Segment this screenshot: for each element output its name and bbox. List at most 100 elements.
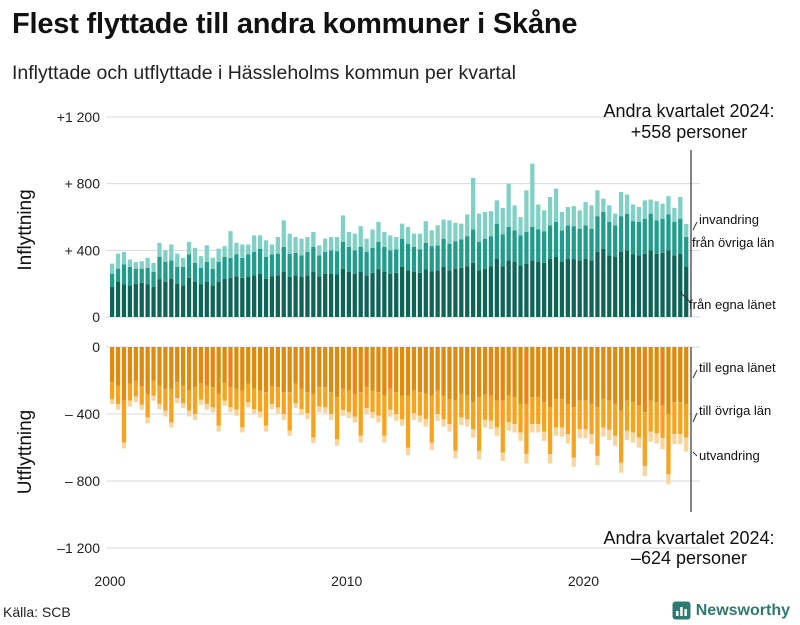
- outflow-bar-s0: [127, 347, 133, 384]
- inflow-bar-s2: [275, 237, 280, 254]
- outflow-bar-s0: [583, 347, 588, 401]
- inflow-bar-s2: [429, 230, 434, 247]
- inflow-bar-s2: [346, 232, 351, 247]
- inflow-bar-s0: [488, 266, 494, 317]
- outflow-bar-s0: [110, 347, 115, 383]
- top-ytick-label: +1 200: [57, 109, 100, 125]
- outflow-bar-s2: [506, 422, 511, 431]
- outflow-bar-s0: [642, 347, 647, 413]
- inflow-bar-s0: [607, 255, 612, 317]
- outflow-bar-s0: [648, 347, 653, 401]
- inflow-bar-s0: [447, 270, 452, 317]
- inflow-bar-s1: [547, 225, 553, 259]
- inflow-bar-s1: [246, 254, 251, 277]
- inflow-bar-s2: [311, 232, 316, 247]
- outflow-bar-s1: [553, 398, 559, 428]
- inflow-bar-s1: [394, 249, 399, 273]
- outflow-bar-s2: [547, 454, 553, 464]
- inflow-bar-s1: [370, 247, 375, 273]
- outflow-bar-s1: [317, 387, 322, 407]
- outflow-bar-s1: [228, 387, 233, 408]
- inflow-bar-s0: [660, 252, 665, 317]
- outflow-bar-s2: [429, 442, 434, 451]
- inflow-bar-s0: [654, 253, 659, 317]
- outflow-bar-s2: [435, 414, 440, 421]
- inflow-bar-s2: [684, 224, 689, 237]
- outflow-bar-s2: [494, 427, 499, 436]
- inflow-bar-s0: [506, 260, 511, 317]
- outflow-bar-s1: [547, 407, 553, 455]
- outflow-bar-s2: [364, 408, 369, 414]
- outflow-bar-s2: [169, 422, 174, 428]
- outflow-bar-s2: [571, 457, 576, 467]
- inflow-bar-s2: [305, 237, 310, 252]
- outflow-bar-s2: [447, 424, 452, 432]
- inflow-bar-s1: [222, 257, 227, 279]
- bottom-ytick-label: – 400: [65, 406, 100, 422]
- outflow-bar-s2: [151, 395, 156, 401]
- inflow-bar-s1: [145, 267, 150, 285]
- inflow-bar-s0: [459, 267, 464, 317]
- outflow-bar-s2: [405, 447, 411, 456]
- outflow-bar-s2: [246, 402, 251, 408]
- outflow-bar-s0: [198, 347, 204, 384]
- inflow-bar-s0: [394, 272, 399, 317]
- inflow-bar-s1: [447, 243, 452, 271]
- inflow-bar-s1: [216, 262, 221, 282]
- outflow-bar-s1: [257, 390, 263, 412]
- outflow-bar-s1: [524, 403, 529, 455]
- inflow-bar-s1: [157, 257, 162, 280]
- inflow-bar-s1: [630, 221, 636, 255]
- inflow-bar-s2: [618, 192, 624, 217]
- outflow-bar-s0: [346, 347, 351, 391]
- inflow-bar-s0: [340, 268, 346, 317]
- inflow-bar-s1: [376, 242, 381, 270]
- outflow-bar-s1: [536, 397, 541, 425]
- top-ytick-label: 0: [92, 309, 100, 325]
- outflow-bar-s0: [281, 347, 286, 393]
- outflow-bar-s1: [530, 397, 535, 425]
- outflow-bar-s0: [547, 347, 553, 408]
- outflow-bar-s0: [157, 347, 162, 386]
- outflow-bar-s0: [376, 347, 381, 393]
- outflow-bar-s2: [624, 430, 630, 440]
- inflow-bar-s1: [275, 253, 280, 276]
- outflow-bar-s1: [506, 395, 511, 423]
- inflow-bar-s1: [382, 247, 387, 272]
- inflow-bar-s1: [234, 254, 239, 277]
- inflow-bar-s0: [275, 275, 280, 317]
- outflow-bar-s0: [364, 347, 369, 388]
- outflow-bar-s2: [263, 425, 269, 432]
- inflow-bar-s1: [601, 212, 606, 249]
- inflow-bar-s2: [630, 204, 636, 222]
- inflow-bar-s0: [364, 275, 369, 317]
- inflow-bar-s0: [429, 271, 434, 317]
- outflow-bar-s0: [169, 347, 174, 389]
- inflow-bar-s0: [246, 277, 251, 317]
- outflow-bar-s2: [145, 417, 150, 424]
- outflow-bar-s1: [411, 390, 417, 414]
- outflow-bar-s1: [175, 382, 180, 399]
- outflow-bar-s1: [684, 403, 689, 438]
- inflow-bar-s0: [228, 277, 233, 317]
- outflow-bar-s0: [417, 347, 423, 393]
- inflow-bar-s1: [583, 225, 588, 259]
- outflow-bar-s2: [636, 437, 641, 448]
- inflow-bar-s1: [210, 268, 215, 286]
- inflow-bar-s0: [624, 250, 630, 317]
- inflow-bar-s0: [257, 273, 263, 317]
- inflow-bar-s2: [204, 245, 209, 262]
- outflow-bar-s1: [577, 400, 582, 430]
- outflow-bar-s2: [352, 416, 357, 423]
- brand-logo[interactable]: Newsworthy: [672, 601, 790, 620]
- inflow-bar-s1: [518, 235, 523, 266]
- outflow-bar-s0: [630, 347, 636, 403]
- inflow-bar-s1: [192, 262, 198, 282]
- inflow-bar-s0: [400, 267, 405, 317]
- inflow-bar-s2: [542, 210, 547, 232]
- inflow-bar-s1: [429, 246, 434, 272]
- outflow-bar-s1: [234, 388, 239, 410]
- inflow-bar-s1: [115, 268, 121, 282]
- inflow-bar-s0: [411, 272, 417, 317]
- label-layer: 0 + 400 + 800 +1 200 0 – 400 – 800 –1 200 Inflyt…: [15, 101, 776, 589]
